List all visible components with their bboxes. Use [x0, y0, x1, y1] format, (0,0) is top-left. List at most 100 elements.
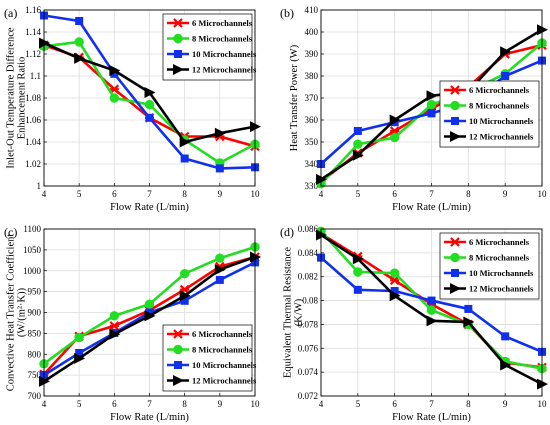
y-tick-label: 900	[28, 308, 42, 318]
y-tick-label: 0.082	[298, 272, 318, 282]
legend-marker	[450, 237, 460, 247]
legend-entry: 10 Microchannels	[444, 268, 534, 278]
y-tick-label: 0.086	[298, 224, 319, 234]
y-tick-label: 950	[28, 287, 42, 297]
y-tick-label: 340	[305, 159, 319, 169]
legend-entry: 6 Microchannels	[167, 18, 253, 28]
data-point	[109, 311, 120, 321]
data-point	[426, 315, 438, 327]
data-point	[39, 375, 50, 387]
data-point	[74, 352, 86, 364]
legend-label: 10 Microchannels	[192, 360, 257, 370]
y-tick-label: 1.14	[25, 27, 41, 37]
legend-marker	[450, 252, 460, 263]
x-tick-label: 4	[42, 399, 47, 409]
y-tick-label: 0.084	[298, 248, 319, 258]
data-point	[501, 72, 510, 80]
legend-entry: 10 Microchannels	[167, 49, 257, 59]
legend-marker	[174, 361, 182, 369]
y-tick-label: 1.12	[25, 49, 41, 59]
data-point	[75, 17, 84, 25]
legend-entry: 6 Microchannels	[167, 329, 253, 339]
x-tick-label: 7	[147, 189, 152, 199]
legend-entry: 12 Microchannels	[167, 64, 257, 75]
legend-entry: 8 Microchannels	[444, 253, 530, 263]
x-tick-label: 9	[503, 189, 508, 199]
y-tick-label: 0.074	[298, 367, 319, 377]
data-point	[463, 316, 475, 328]
x-tick-label: 5	[356, 189, 361, 199]
data-point	[215, 275, 224, 284]
y-axis-title: Inlet-Out Temperature Difference	[6, 27, 17, 168]
x-tick-label: 8	[182, 189, 187, 199]
data-point	[214, 263, 226, 275]
legend-entry: 12 Microchannels	[444, 283, 534, 294]
legend-label: 10 Microchannels	[469, 116, 534, 126]
data-point	[501, 332, 510, 341]
data-point	[353, 285, 362, 294]
legend-label: 6 Microchannels	[469, 85, 530, 95]
x-tick-label: 6	[112, 189, 117, 199]
data-point	[109, 321, 120, 331]
y-tick-label: 700	[28, 391, 42, 401]
x-tick-label: 10	[538, 399, 548, 409]
legend-label: 12 Microchannels	[469, 132, 534, 142]
data-point	[250, 251, 261, 263]
data-point	[389, 290, 401, 302]
data-point	[74, 52, 86, 64]
legend-label: 10 Microchannels	[469, 268, 534, 278]
x-axis-title: Flow Rate (L/min)	[392, 202, 471, 213]
y-axis-title: (W/(m²·K))	[17, 287, 28, 337]
y-axis-title: (K/W)	[294, 298, 305, 326]
x-tick-label: 5	[356, 399, 361, 409]
y-axis-title: Convective Heat Transfer Coefficient	[6, 234, 17, 392]
legend-marker	[173, 344, 183, 355]
x-tick-label: 4	[319, 189, 324, 199]
series-4	[39, 251, 261, 387]
data-point	[145, 113, 154, 122]
y-tick-label: 0.076	[298, 343, 319, 353]
data-point	[353, 127, 362, 135]
data-point	[215, 164, 224, 173]
data-point	[353, 139, 363, 149]
data-point	[389, 114, 401, 126]
y-tick-label: 1.08	[25, 93, 41, 103]
axes-frame	[320, 228, 543, 397]
y-tick-label: 1.04	[25, 137, 41, 147]
legend-entry: 6 Microchannels	[444, 85, 530, 95]
y-tick-label: 380	[305, 71, 319, 81]
series-4	[39, 37, 261, 148]
legend-marker	[450, 85, 460, 95]
y-tick-label: 1100	[23, 224, 41, 234]
y-tick-label: 1.1	[30, 71, 41, 81]
x-axis-title: Flow Rate (L/min)	[110, 202, 189, 213]
legend-label: 12 Microchannels	[469, 284, 534, 294]
legend-label: 8 Microchannels	[469, 101, 530, 111]
data-point	[427, 296, 436, 305]
legend-marker	[173, 329, 183, 339]
x-axis-title: Flow Rate (L/min)	[392, 412, 471, 423]
legend: 6 Microchannels 8 Microchannels 10 Microch…	[439, 232, 540, 300]
x-tick-label: 4	[319, 399, 324, 409]
panel-label: (b)	[280, 6, 294, 20]
data-point	[352, 253, 364, 265]
data-point	[179, 290, 191, 302]
legend-marker	[451, 269, 459, 277]
data-point	[537, 378, 548, 390]
data-point	[39, 37, 50, 49]
x-tick-label: 7	[147, 399, 152, 409]
chart-panel-d: 4 5 6 7 8 9 10 0.072 0.074 0.076 0.078 0.08 0.082 0.0…	[280, 224, 548, 423]
chart-panel-c: 4 5 6 7 8 9 10 700 750 800 850 900 950 1000 1050 1100 Fl…	[4, 224, 261, 423]
x-tick-label: 10	[251, 399, 261, 409]
legend-entry: 6 Microchannels	[444, 237, 530, 247]
data-point	[389, 268, 400, 278]
data-point	[500, 46, 512, 58]
data-point	[426, 99, 437, 110]
legend: 6 Microchannels 8 Microchannels 10 Microch…	[162, 324, 257, 392]
x-tick-label: 4	[42, 189, 47, 199]
x-tick-label: 7	[429, 189, 434, 199]
data-point	[144, 99, 155, 110]
x-tick-label: 6	[112, 399, 117, 409]
data-point	[75, 348, 84, 357]
y-tick-label: 0.072	[298, 391, 318, 401]
